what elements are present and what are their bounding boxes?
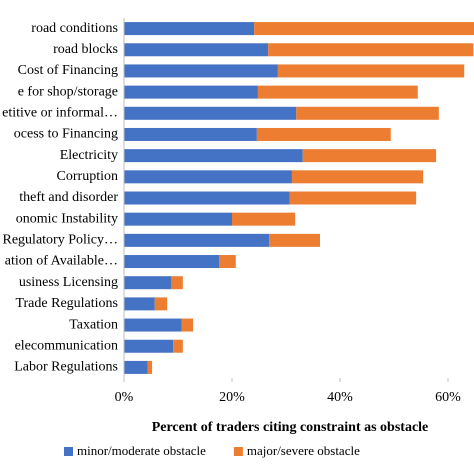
y-tick-label: usiness Licensing	[19, 275, 118, 290]
bar-segment	[173, 339, 183, 353]
bar-segment	[124, 149, 303, 163]
bar-segment	[257, 85, 418, 99]
y-tick-label: Trade Regulations	[15, 296, 118, 311]
x-tick-label: 20%	[219, 390, 245, 405]
bar-segment	[124, 22, 255, 36]
y-tick-label: ocess to Financing	[14, 127, 118, 142]
bar-segment	[277, 64, 465, 78]
legend-swatch	[64, 447, 73, 456]
bar-segment	[124, 212, 232, 226]
bar-segment	[254, 22, 474, 36]
legend-label: minor/moderate obstacle	[77, 443, 206, 458]
x-tick-label: 60%	[435, 390, 461, 405]
x-tick-label: 0%	[115, 390, 134, 405]
bar-segment	[181, 318, 194, 332]
y-tick-label: Electricity	[60, 148, 118, 163]
bar-segment	[289, 191, 417, 205]
y-tick-label: Corruption	[57, 169, 118, 184]
y-tick-label: road blocks	[53, 42, 118, 57]
y-tick-label: Labor Regulations	[14, 360, 118, 375]
bar-segment	[124, 255, 220, 269]
y-tick-label: etitive or informal…	[2, 106, 118, 121]
legend-label: major/severe obstacle	[247, 443, 360, 458]
bar-segment	[170, 276, 183, 290]
bar-segment	[124, 360, 148, 374]
y-tick-label: theft and disorder	[19, 190, 118, 205]
y-tick-label: Taxation	[69, 317, 118, 332]
bar-segment	[124, 339, 174, 353]
legend-swatch	[233, 447, 243, 456]
bar-segment	[124, 297, 155, 311]
bar-segment	[291, 170, 424, 184]
y-tick-label: road conditions	[31, 21, 118, 36]
bar-segment	[219, 255, 236, 269]
bar-segment	[124, 233, 270, 247]
bar-segment	[147, 360, 153, 374]
bar-segment	[124, 127, 257, 141]
bar-segment	[268, 43, 474, 57]
y-tick-label: e for shop/storage	[18, 84, 118, 99]
y-tick-label: Cost of Financing	[18, 63, 118, 78]
bar-segment	[124, 318, 182, 332]
bar-segment	[302, 149, 437, 163]
bar-segment	[296, 106, 439, 120]
bar-segment	[154, 297, 168, 311]
x-axis-title: Percent of traders citing constraint as …	[152, 420, 429, 435]
y-tick-label: elecommunication	[15, 338, 118, 353]
bar-segment	[124, 191, 290, 205]
bar-segment	[124, 64, 278, 78]
bar-segment	[269, 233, 321, 247]
y-tick-label: Regulatory Policy…	[3, 233, 119, 248]
y-tick-label: ation of Available…	[5, 254, 118, 269]
bar-segment	[256, 127, 391, 141]
bar-segment	[124, 106, 297, 120]
x-tick-label: 40%	[327, 390, 353, 405]
bar-segment	[124, 276, 171, 290]
bar-segment	[124, 85, 258, 99]
y-tick-label: onomic Instability	[16, 211, 118, 226]
bar-segment	[124, 43, 269, 57]
bar-segment	[124, 170, 292, 184]
bar-segment	[232, 212, 296, 226]
